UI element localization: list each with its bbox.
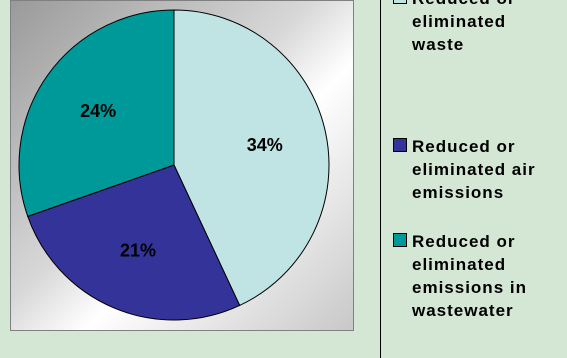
legend-item-air: Reduced or eliminated air emissions — [393, 135, 567, 204]
legend: Reduced or eliminated waste Reduced or e… — [380, 0, 567, 358]
pie-slice-2 — [18, 9, 175, 218]
slice-label-0: 34% — [247, 135, 283, 155]
legend-item-wastewater: Reduced or eliminated emissions in waste… — [393, 230, 567, 322]
pie-slice-1 — [27, 164, 241, 321]
legend-label-waste: Reduced or eliminated waste — [412, 0, 515, 54]
legend-swatch-wastewater — [393, 233, 407, 247]
legend-label-wastewater: Reduced or eliminated emissions in waste… — [412, 232, 527, 320]
legend-swatch-waste — [393, 0, 407, 4]
legend-swatch-air — [393, 138, 407, 152]
pie-slice-0 — [173, 9, 330, 307]
slice-label-1: 21% — [120, 241, 156, 261]
legend-label-air: Reduced or eliminated air emissions — [412, 137, 536, 202]
slice-label-2: 24% — [80, 101, 116, 121]
pie-chart: 34% 21% 24% — [18, 9, 330, 321]
plot-area: 34% 21% 24% — [10, 0, 354, 331]
legend-item-waste: Reduced or eliminated waste — [393, 0, 567, 56]
